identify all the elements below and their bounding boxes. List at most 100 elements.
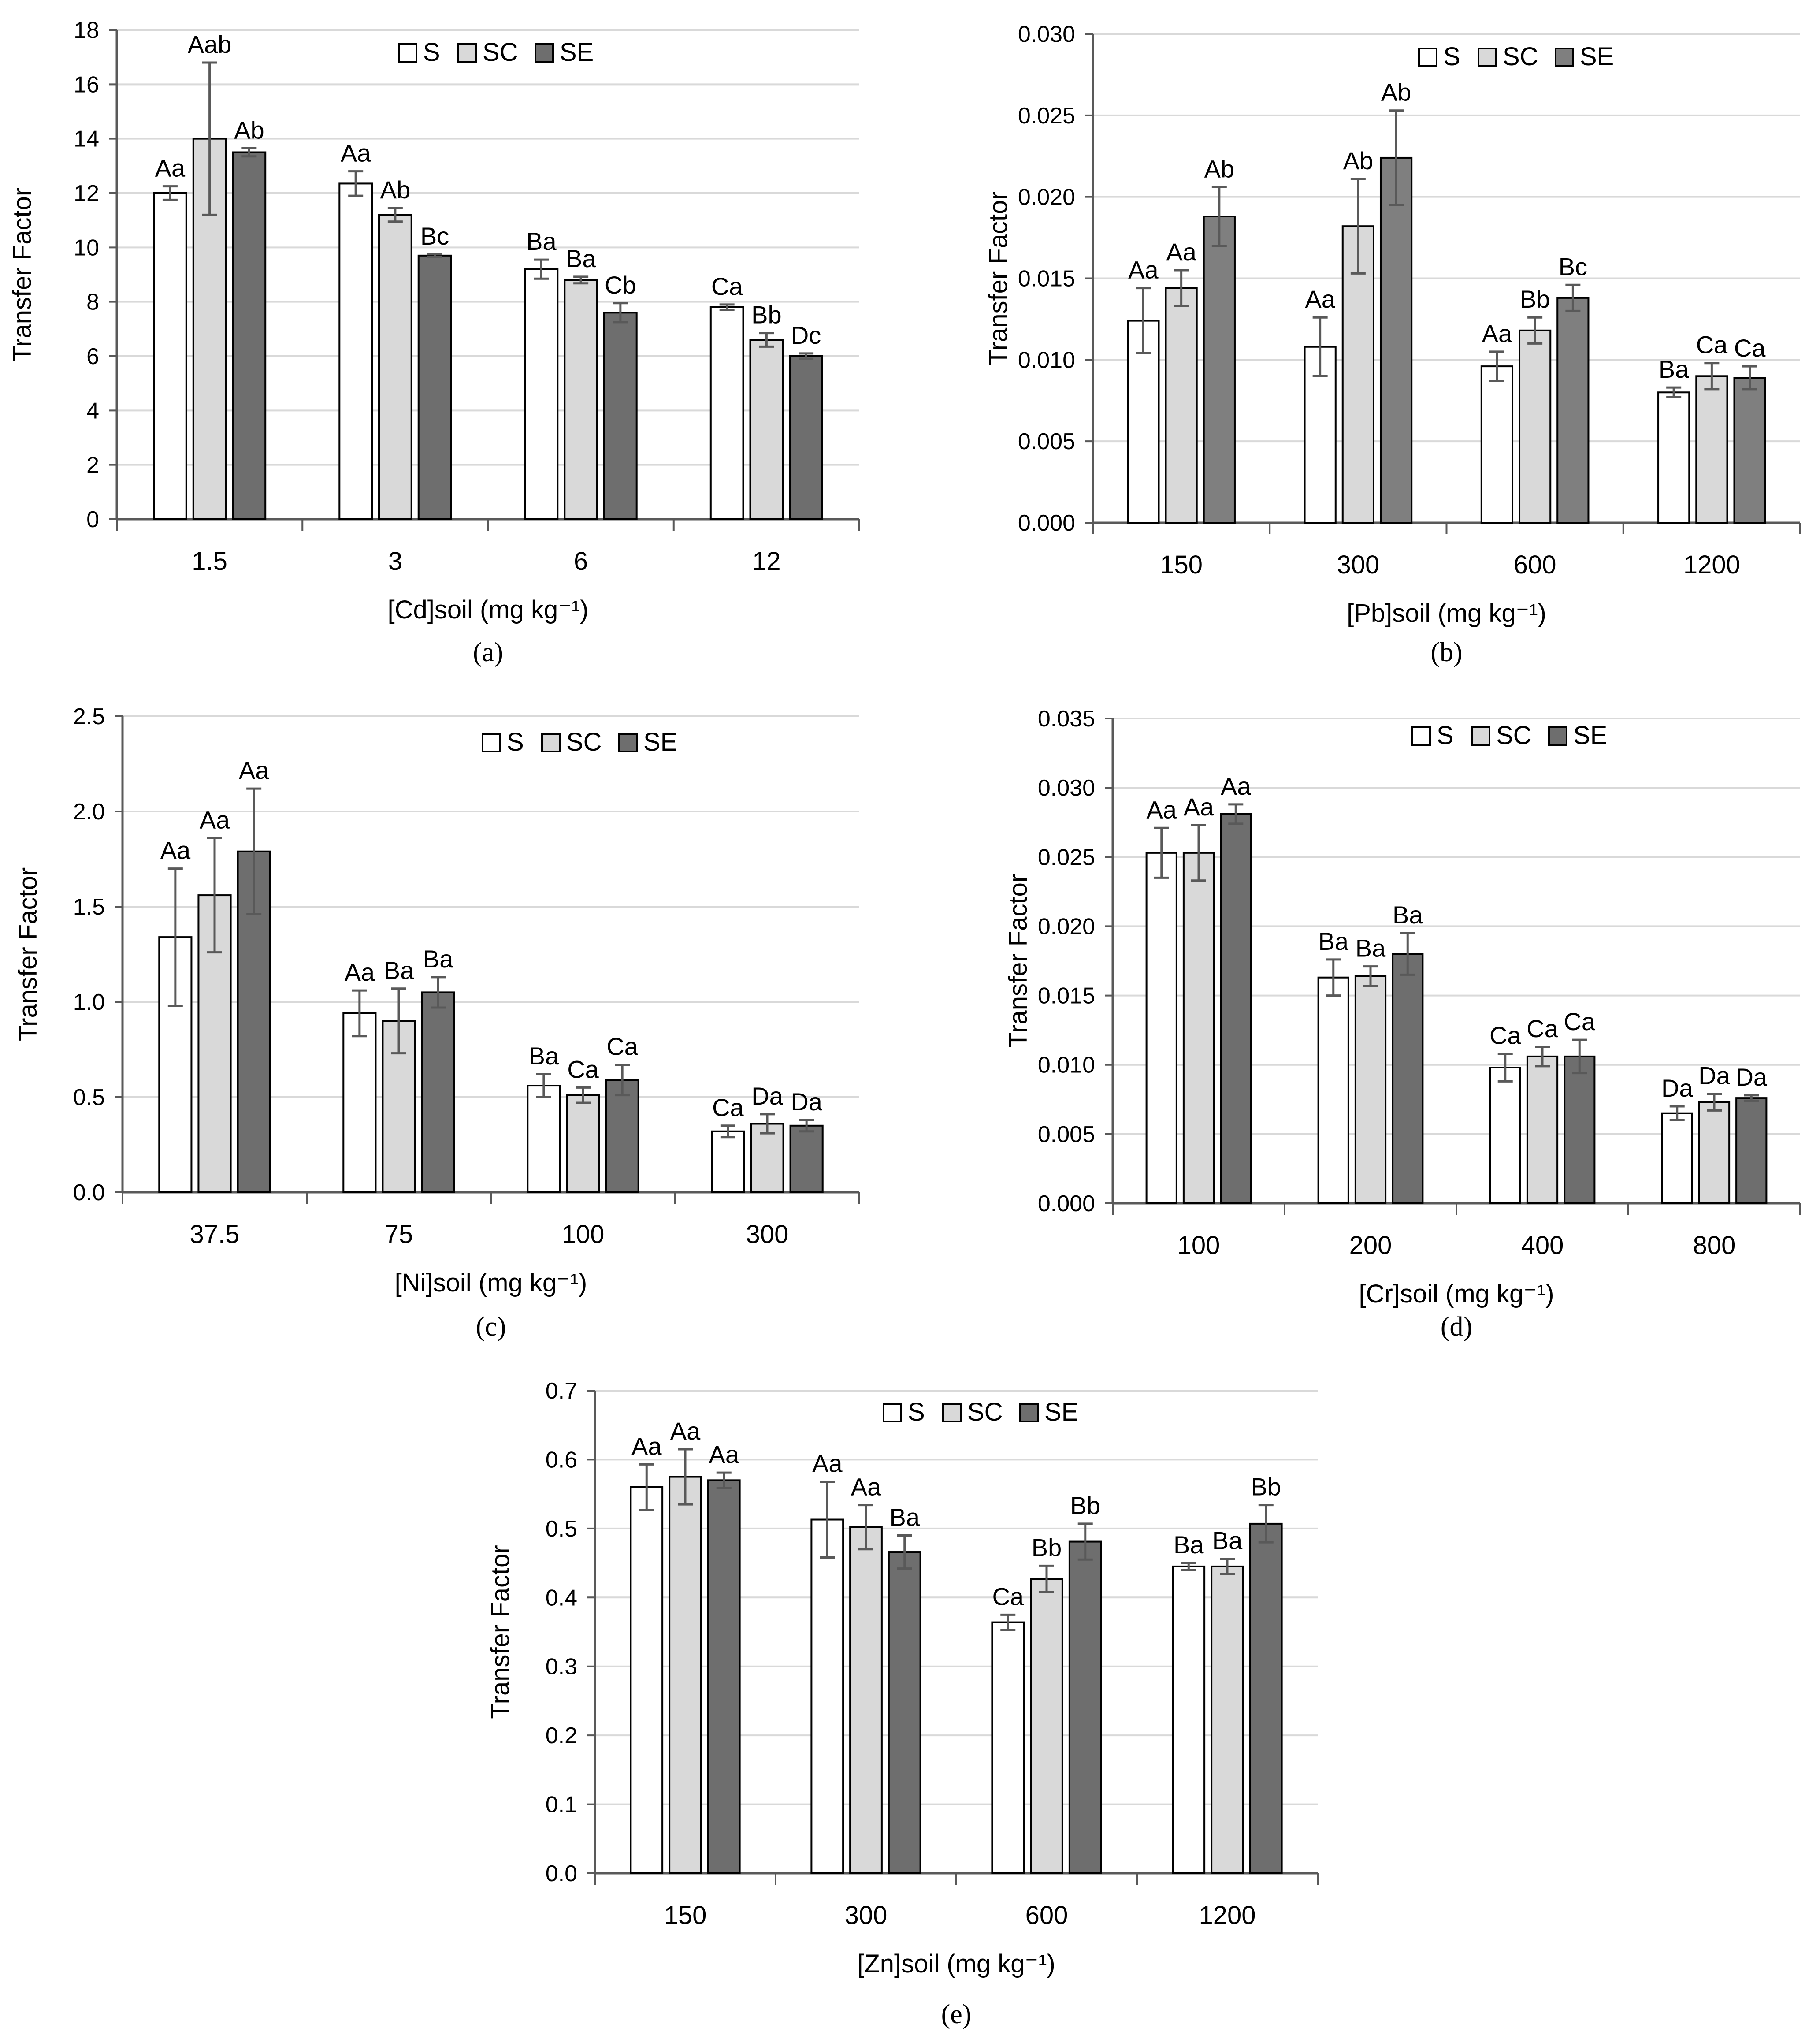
x-tick-label: 300 — [746, 1220, 789, 1249]
significance-letter: Ba — [1659, 355, 1689, 383]
x-tick-label: 100 — [562, 1220, 605, 1249]
x-tick-label: 37.5 — [190, 1220, 240, 1249]
x-axis-title: [Cd]soil (mg kg⁻¹) — [387, 595, 588, 624]
bar-s — [1661, 1112, 1693, 1205]
y-tick-label: 0.3 — [546, 1654, 577, 1680]
legend-label: SC — [967, 1398, 1003, 1426]
significance-letter: Aa — [631, 1432, 662, 1460]
panel-label: (a) — [473, 637, 503, 667]
significance-letter: Dc — [791, 321, 821, 349]
bar-s — [338, 182, 373, 520]
significance-letter: Ab — [380, 176, 411, 204]
y-tick-label: 16 — [74, 72, 99, 97]
y-tick-label: 0.005 — [1018, 429, 1075, 454]
significance-letter: Ba — [423, 945, 453, 973]
y-tick-label: 2.0 — [73, 799, 105, 825]
legend-label: S — [507, 728, 524, 756]
bar-sc — [849, 1526, 883, 1874]
significance-letter: Ca — [1564, 1008, 1595, 1035]
significance-letter: Ba — [1393, 901, 1423, 929]
significance-letter: Aa — [1184, 793, 1214, 821]
significance-letter: Ba — [1319, 927, 1349, 955]
legend-label: SE — [1580, 42, 1614, 71]
chart-panel: 0.000 0.005 0.010 0.015 0.020 0.025 0.030 150 30… — [984, 22, 1801, 667]
significance-letter: Ba — [566, 245, 596, 272]
y-tick-label: 0.020 — [1018, 185, 1075, 210]
y-tick-label: 0.4 — [546, 1585, 577, 1611]
legend-label: SC — [483, 38, 518, 67]
y-axis-title: Transfer Factor — [984, 191, 1013, 365]
legend-label: S — [423, 38, 440, 67]
bar-se — [1249, 1522, 1283, 1875]
legend-swatch-sc — [1471, 726, 1490, 746]
y-tick-label: 0.010 — [1038, 1053, 1095, 1078]
legend-swatch-se — [618, 733, 638, 752]
y-tick-label: 0.000 — [1038, 1191, 1095, 1217]
bar-sc — [1182, 852, 1215, 1205]
bar-s — [1172, 1565, 1206, 1874]
legend-swatch-se — [1548, 726, 1567, 746]
y-tick-label: 0.030 — [1038, 775, 1095, 801]
significance-letter: Aa — [709, 1440, 739, 1468]
significance-letter: Ca — [711, 272, 743, 300]
bar-sc — [1341, 225, 1374, 524]
bar-se — [707, 1479, 741, 1875]
legend-swatch-s — [1418, 48, 1437, 67]
significance-letter: Aa — [200, 806, 230, 833]
y-tick-label: 4 — [86, 398, 99, 424]
y-tick-label: 0.5 — [73, 1085, 105, 1110]
bar-sc — [749, 339, 784, 520]
legend-label: SC — [1503, 42, 1538, 71]
significance-letter: Ca — [992, 1582, 1024, 1610]
x-tick-label: 200 — [1349, 1231, 1392, 1260]
significance-letter: Aa — [1305, 285, 1335, 313]
bar-se — [1220, 813, 1252, 1205]
significance-letter: Ba — [526, 227, 557, 255]
bar-se — [789, 1124, 824, 1194]
significance-letter: Ab — [1204, 155, 1235, 182]
bar-se — [1203, 216, 1236, 524]
legend-swatch-sc — [942, 1403, 962, 1422]
y-axis-title: Transfer Factor — [486, 1545, 515, 1719]
significance-letter: Ba — [1174, 1531, 1204, 1559]
y-tick-label: 0.015 — [1018, 266, 1075, 292]
bar-s — [991, 1621, 1025, 1875]
significance-letter: Da — [791, 1088, 822, 1116]
significance-letter: Ba — [1212, 1527, 1243, 1555]
y-axis-title: Transfer Factor — [14, 867, 42, 1041]
bar-s — [1489, 1067, 1521, 1204]
bar-se — [1733, 376, 1766, 524]
bar-s — [1480, 365, 1514, 524]
y-tick-label: 0.025 — [1038, 845, 1095, 870]
panel-label: (b) — [1430, 637, 1462, 667]
significance-letter: Bc — [1559, 253, 1587, 280]
bar-sc — [1698, 1101, 1731, 1205]
bar-se — [1564, 1055, 1596, 1205]
chart-panel: 0 2 4 6 8 10 12 14 16 18 1.5 3 6 12 Aa Aa Ba Ca Aab Ab Ba Bb A… — [8, 18, 860, 667]
bar-sc — [1165, 287, 1198, 524]
significance-letter: Ca — [606, 1033, 638, 1060]
bar-se — [605, 1079, 639, 1194]
chart-panel: 0.0 0.1 0.2 0.3 0.4 0.5 0.6 0.7 150 300 600 1200 Aa A… — [486, 1378, 1319, 2029]
significance-letter: Aa — [239, 756, 269, 784]
chart-panel: 0.000 0.005 0.010 0.015 0.020 0.025 0.030 0.035… — [1004, 706, 1801, 1342]
legend-swatch-s — [482, 733, 501, 752]
significance-letter: Aa — [1166, 238, 1196, 266]
significance-letter: Ca — [1696, 331, 1728, 359]
y-tick-label: 6 — [86, 344, 99, 369]
significance-letter: Aa — [1482, 320, 1512, 347]
legend-label: S — [1437, 721, 1454, 750]
bar-se — [1068, 1540, 1102, 1875]
x-tick-label: 400 — [1521, 1231, 1564, 1260]
x-tick-label: 3 — [388, 547, 402, 576]
x-tick-label: 1.5 — [192, 547, 227, 576]
legend-label: SE — [560, 38, 594, 67]
y-tick-label: 0.6 — [546, 1447, 577, 1473]
legend-swatch-s — [1411, 726, 1431, 746]
significance-letter: Aa — [345, 958, 375, 986]
bar-sc — [1519, 329, 1552, 524]
significance-letter: Aab — [188, 30, 232, 58]
bar-s — [709, 306, 744, 520]
significance-letter: Da — [1698, 1062, 1730, 1090]
x-tick-label: 100 — [1177, 1231, 1220, 1260]
